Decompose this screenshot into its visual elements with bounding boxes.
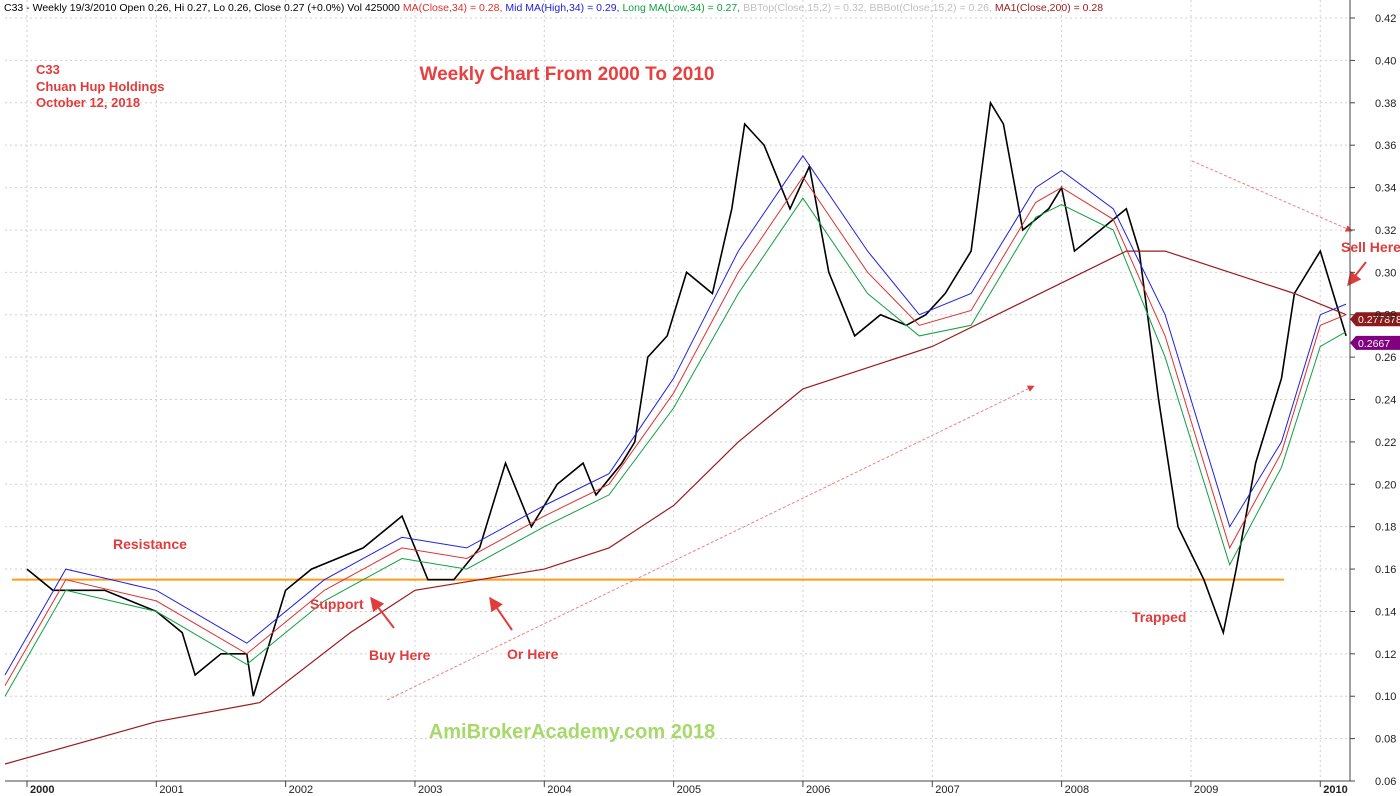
y-tick-label: 0.14: [1375, 606, 1396, 618]
y-tick-label: 0.38: [1375, 98, 1396, 110]
arrow: [370, 596, 395, 629]
chart-title: Weekly Chart From 2000 To 2010: [420, 64, 715, 85]
x-tick-label: 2007: [935, 784, 959, 796]
y-tick-label: 0.40: [1375, 55, 1396, 67]
price-tag: [1350, 335, 1400, 350]
x-tick-label: 2003: [418, 784, 442, 796]
y-tick-label: 0.32: [1375, 225, 1396, 237]
series-line: [4, 250, 1347, 765]
x-tick-label: 2009: [1194, 784, 1218, 796]
x-tick-label: 2005: [677, 784, 701, 796]
x-tick-label: 2010: [1323, 784, 1347, 796]
annotation: Resistance: [113, 536, 187, 552]
series-line: [26, 100, 1347, 697]
trend-arrow: [1191, 160, 1353, 232]
price-tag-label: 0.277878: [1358, 314, 1400, 326]
info-code: C33: [36, 62, 60, 77]
y-tick-label: 0.42: [1375, 13, 1396, 25]
y-tick-label: 0.26: [1375, 352, 1396, 364]
series-line: [4, 176, 1347, 686]
header-part: MA(Close,34) = 0.28,: [403, 2, 503, 14]
series-line: [4, 197, 1347, 697]
arrow: [489, 596, 513, 631]
y-tick-label: 0.30: [1375, 267, 1396, 279]
annotation: Trapped: [1132, 609, 1186, 625]
header-part: C33 - Weekly 19/3/2010 Open 0.26, Hi 0.2…: [4, 2, 400, 14]
x-tick-label: 2001: [159, 784, 183, 796]
header-part: BBTop(Close,15,2) = 0.32,: [743, 2, 866, 14]
header-part: Mid MA(High,34) = 0.29,: [505, 2, 619, 14]
y-tick-label: 0.28: [1375, 310, 1396, 322]
x-tick-label: 2006: [806, 784, 830, 796]
axes: 0.06 0.08 0.10 0.12 0.14 0.16 0.18 0.20 0.22 0.24…: [5, 0, 1396, 796]
y-tick-label: 0.10: [1375, 691, 1396, 703]
y-tick-label: 0.20: [1375, 479, 1396, 491]
y-tick-label: 0.18: [1375, 522, 1396, 534]
y-tick-label: 0.08: [1375, 734, 1396, 746]
header-part: MA1(Close,200) = 0.28: [995, 2, 1103, 14]
header: C33 - Weekly 19/3/2010 Open 0.26, Hi 0.2…: [4, 2, 1103, 14]
x-tick-label: 2000: [30, 784, 54, 796]
watermark: AmiBrokerAcademy.com 2018: [429, 721, 715, 743]
trend-arrow: [386, 385, 1035, 701]
series: [4, 100, 1347, 765]
x-tick-label: 2004: [547, 784, 571, 796]
x-tick-label: 2002: [289, 784, 313, 796]
y-tick-label: 0.12: [1375, 649, 1396, 661]
annotation: Buy Here: [369, 647, 431, 663]
header-part: Long MA(Low,34) = 0.27,: [622, 2, 740, 14]
price-tag-label: 0.2667: [1358, 338, 1390, 350]
annotation: Or Here: [507, 646, 559, 662]
y-tick-label: 0.22: [1375, 437, 1396, 449]
trend-arrows: [386, 160, 1353, 701]
price-tag: [1350, 312, 1400, 327]
info-name: Chuan Hup Holdings: [36, 79, 165, 94]
annotation: Sell Here: [1341, 239, 1400, 255]
y-tick-label: 0.16: [1375, 564, 1396, 576]
y-tick-label: 0.24: [1375, 395, 1396, 407]
y-tick-label: 0.34: [1375, 183, 1396, 195]
arrow: [1347, 261, 1367, 287]
x-tick-label: 2008: [1065, 784, 1089, 796]
y-tick-label: 0.36: [1375, 140, 1396, 152]
y-tick-label: 0.06: [1375, 776, 1396, 788]
annotation: Support: [310, 596, 364, 612]
series-line: [4, 154, 1347, 676]
header-part: BBBot(Close,15,2) = 0.26,: [870, 2, 992, 14]
arrows: [370, 261, 1367, 631]
grid: [5, 0, 1350, 782]
price-tags: 0.277878 0.2667: [1350, 312, 1400, 350]
info-date: October 12, 2018: [36, 95, 140, 110]
